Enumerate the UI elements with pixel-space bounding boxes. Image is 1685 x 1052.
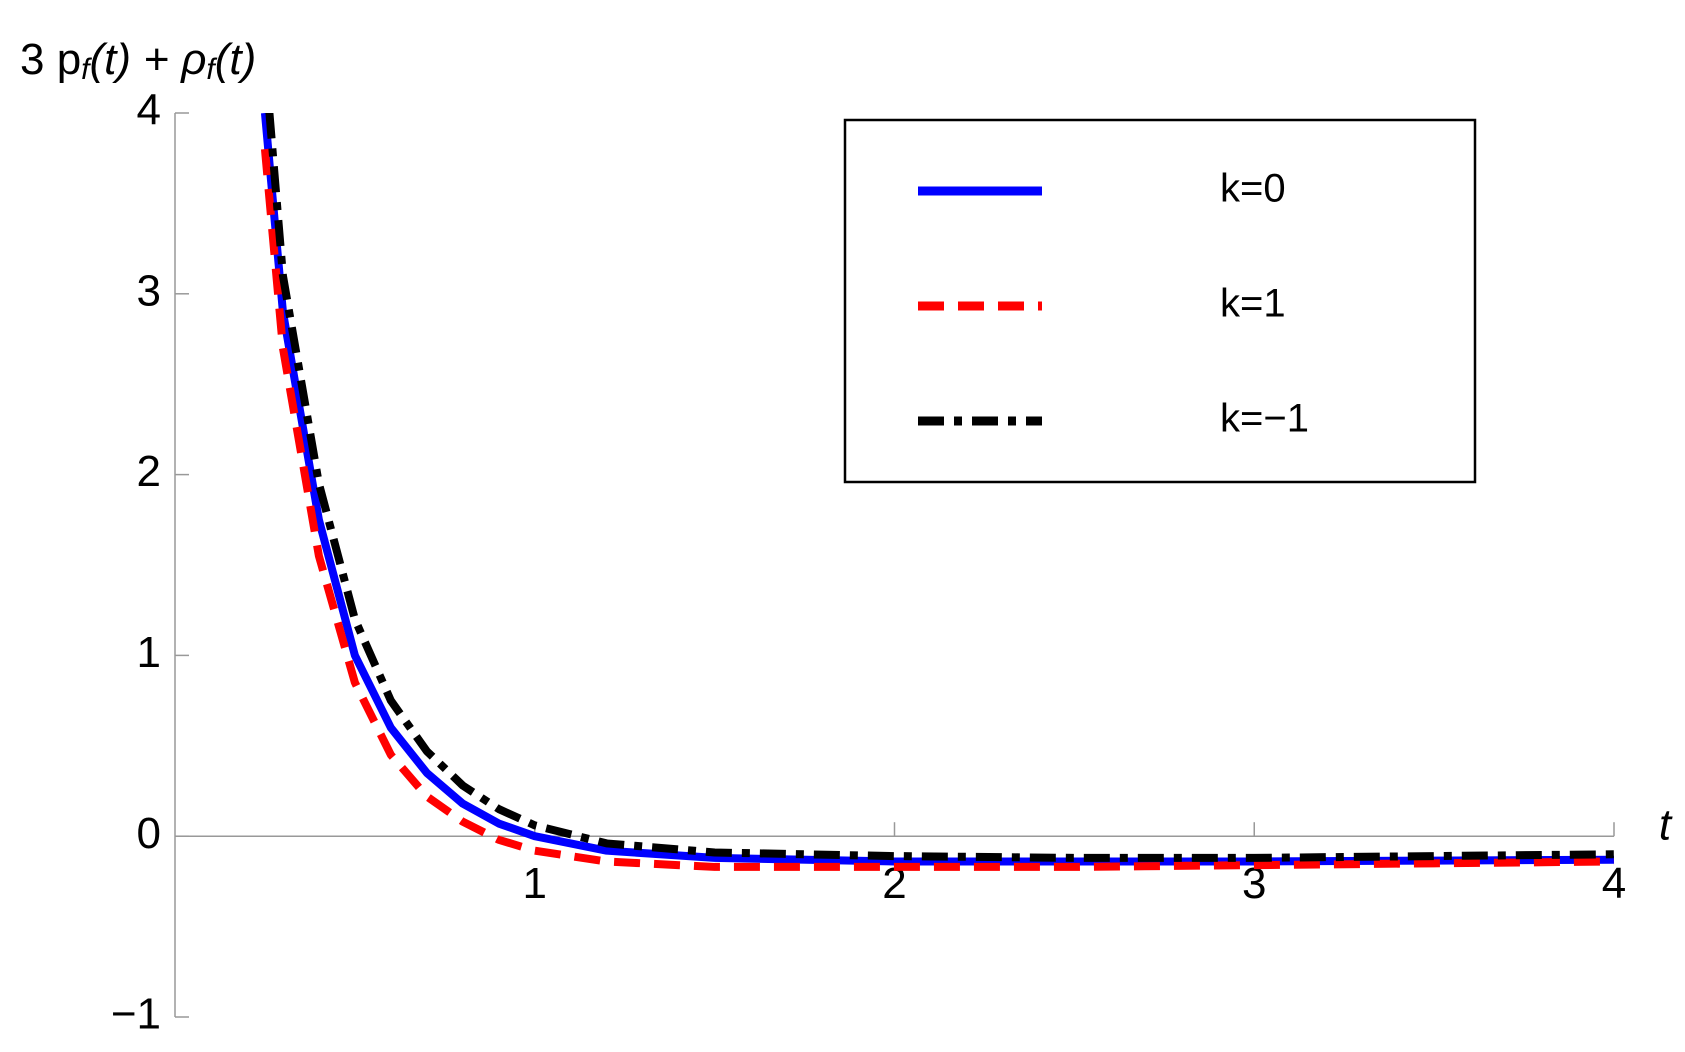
legend-box: [843, 118, 1477, 484]
y-tick-label: 4: [137, 86, 161, 135]
y-label-subscript: f: [206, 53, 217, 86]
series-line: [260, 148, 1615, 871]
y-tick-label: 2: [137, 447, 161, 496]
y-label-part: (t) + ρ: [90, 35, 207, 84]
series-line: [265, 113, 1615, 862]
y-tick-label: 0: [137, 809, 161, 858]
y-tick-label: −1: [111, 990, 161, 1039]
y-label-part: (t): [215, 35, 257, 84]
series-line: [260, 113, 1615, 866]
x-tick-label: 4: [1602, 859, 1626, 908]
legend-label: k=−1: [1220, 397, 1309, 441]
y-tick-label: 1: [137, 628, 161, 677]
y-label-part: 3 p: [20, 35, 81, 84]
y-tick-label: 3: [137, 266, 161, 315]
y-label-subscript: f: [81, 53, 92, 86]
legend-label: k=0: [1220, 167, 1286, 211]
x-tick-label: 1: [523, 859, 547, 908]
plot-area: [260, 113, 1615, 871]
legend-label: k=1: [1220, 282, 1286, 326]
legend: k=0 k=1 k=−1: [843, 118, 1477, 484]
y-axis-label: 3 pf(t) + ρf(t): [20, 35, 256, 86]
x-axis-label: t: [1659, 801, 1673, 850]
